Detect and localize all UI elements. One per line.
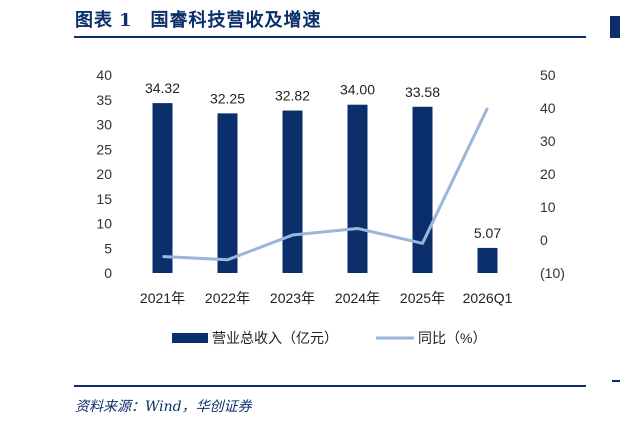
x-axis-tick: 2025年 [400,290,445,306]
bar [412,106,433,274]
bar-data-label: 5.07 [474,225,501,241]
left-axis-tick: 10 [96,216,112,232]
x-axis-tick: 2026Q1 [463,290,513,306]
bar-data-labels: 34.32 32.25 32.82 34.00 33.58 5.07 [145,80,501,241]
right-axis: (10) 0 10 20 30 40 50 [540,67,565,281]
right-axis-tick: 0 [540,232,548,248]
bar [477,247,498,273]
legend-label-line: 同比（%） [418,330,486,346]
figure-number: 1 [119,10,133,31]
figure-label: 图表 [75,10,113,31]
left-axis-tick: 25 [96,141,112,157]
x-axis-tick: 2023年 [270,290,315,306]
right-axis-tick: 20 [540,166,556,182]
bar-data-label: 32.25 [210,90,245,106]
left-axis: 0 5 10 15 20 25 30 35 40 [96,67,112,281]
right-axis-tick: 30 [540,133,556,149]
x-axis-tick: 2024年 [335,290,380,306]
left-axis-tick: 35 [96,92,112,108]
bar-data-label: 34.32 [145,80,180,96]
legend-label-bar: 营业总收入（亿元） [212,330,338,346]
left-axis-tick: 15 [96,191,112,207]
line-series [162,107,489,262]
right-axis-tick: 50 [540,67,556,83]
adjacent-figure-rule [612,380,620,382]
bar [217,113,238,273]
figure-title-text: 国睿科技营收及增速 [150,10,322,31]
right-axis-tick: 10 [540,199,556,215]
bar-series [152,103,498,274]
legend-swatch-bar [172,333,208,343]
bar [282,110,303,273]
x-axis-tick: 2022年 [205,290,250,306]
bar-data-label: 32.82 [275,88,310,104]
legend: 营业总收入（亿元） 同比（%） [172,330,486,346]
left-axis-tick: 5 [104,240,112,256]
right-axis-tick: 40 [540,100,556,116]
bottom-rule [74,385,586,387]
source-note: 资料来源：Wind，华创证券 [75,399,252,415]
left-axis-tick: 20 [96,166,112,182]
bar [152,103,173,273]
x-axis-tick: 2021年 [140,290,185,306]
yoy-line [162,107,489,262]
left-axis-tick: 30 [96,117,112,133]
top-rule [74,36,586,38]
figure-title: 图表 1 国睿科技营收及增速 [75,6,322,32]
bar-data-label: 34.00 [340,82,375,98]
left-axis-tick: 0 [104,265,112,281]
adjacent-figure-edge [610,16,620,38]
left-axis-tick: 40 [96,67,112,83]
right-axis-tick: (10) [540,265,565,281]
bar-data-label: 33.58 [405,84,440,100]
x-axis: 2021年 2022年 2023年 2024年 2025年 2026Q1 [140,290,513,306]
bar [347,104,368,273]
